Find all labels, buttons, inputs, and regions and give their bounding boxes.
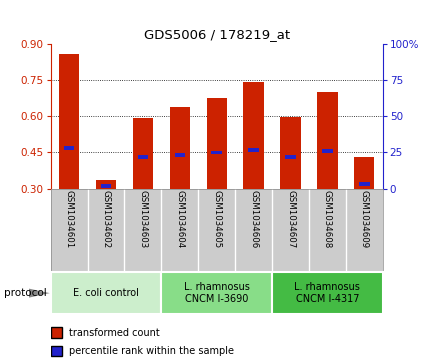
Text: GSM1034605: GSM1034605 [212,191,221,249]
Bar [59,54,79,189]
Text: GSM1034601: GSM1034601 [65,191,73,249]
Text: GSM1034602: GSM1034602 [102,191,110,249]
Bar [212,151,222,154]
Bar [64,146,74,150]
Text: GSM1034607: GSM1034607 [286,191,295,249]
Bar [175,153,185,157]
Bar [101,184,111,188]
FancyBboxPatch shape [51,346,62,356]
Bar [280,117,301,189]
Bar [138,155,148,159]
Bar [133,118,153,189]
FancyBboxPatch shape [51,327,62,338]
Bar [206,98,227,189]
Bar [354,157,374,189]
Text: E. coli control: E. coli control [73,288,139,298]
Text: GSM1034608: GSM1034608 [323,191,332,249]
FancyBboxPatch shape [272,272,383,314]
Bar [285,155,296,159]
Bar [317,92,337,189]
Text: percentile rank within the sample: percentile rank within the sample [69,346,234,356]
Bar [170,107,190,189]
Text: L. rhamnosus
CNCM I-3690: L. rhamnosus CNCM I-3690 [184,282,249,304]
FancyBboxPatch shape [51,272,161,314]
Text: L. rhamnosus
CNCM I-4317: L. rhamnosus CNCM I-4317 [294,282,360,304]
Bar [96,180,116,189]
Bar [359,182,370,186]
Text: GSM1034609: GSM1034609 [360,191,369,249]
Bar [322,149,333,153]
Text: GSM1034603: GSM1034603 [138,191,147,249]
Bar [243,82,264,189]
Polygon shape [29,289,50,298]
Text: GSM1034604: GSM1034604 [175,191,184,249]
Title: GDS5006 / 178219_at: GDS5006 / 178219_at [143,28,290,41]
Text: GSM1034606: GSM1034606 [249,191,258,249]
FancyBboxPatch shape [161,272,272,314]
Bar [248,148,259,152]
Text: protocol: protocol [4,288,47,298]
Text: transformed count: transformed count [69,327,160,338]
